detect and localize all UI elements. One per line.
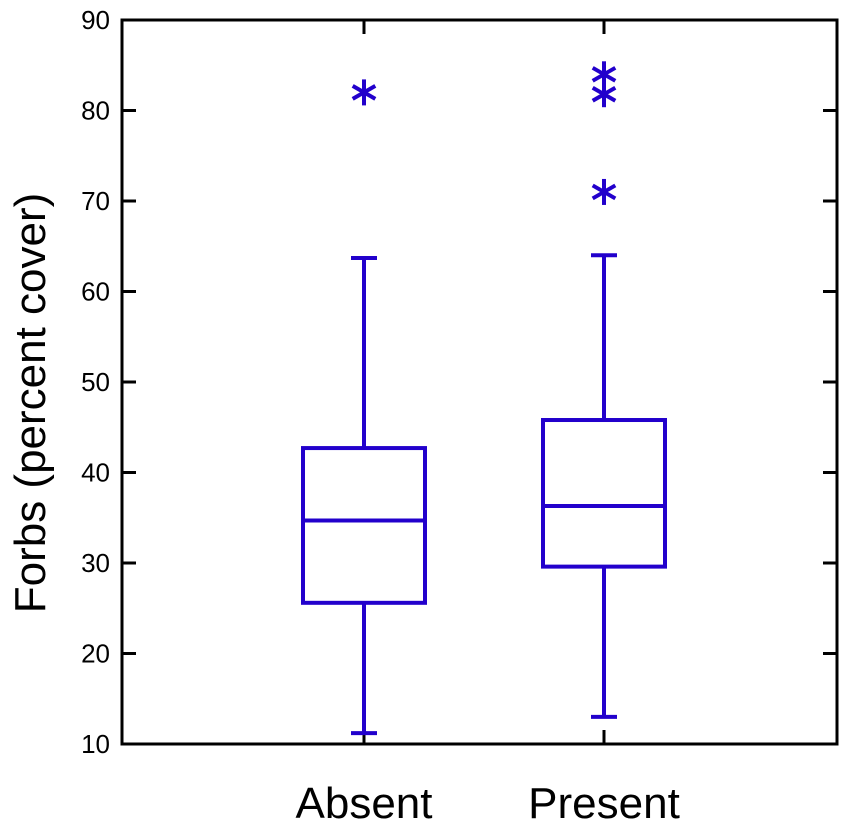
outlier-stroke [351, 84, 377, 101]
y-tick-label: 60 [81, 277, 110, 307]
y-axis-title: Forbs (percent cover) [6, 193, 55, 614]
y-tick-label: 30 [81, 548, 110, 578]
outlier-stroke [591, 85, 617, 103]
y-tick-label: 40 [81, 458, 110, 488]
outlier-stroke [591, 183, 617, 201]
y-tick-label: 10 [81, 729, 110, 759]
outlier-point [591, 178, 617, 205]
x-category-label: Present [528, 779, 680, 828]
x-axis-ticks: Absent Present [296, 20, 680, 828]
y-tick-label: 50 [81, 367, 110, 397]
y-tick-label: 80 [81, 96, 110, 126]
outlier-point [591, 61, 617, 88]
outlier-point [351, 79, 377, 106]
box-series [301, 61, 667, 736]
y-tick-label: 20 [81, 639, 110, 669]
x-category-label: Absent [296, 779, 433, 828]
plot-frame [120, 18, 839, 746]
outlier-stroke [591, 66, 617, 83]
y-tick-label: 90 [81, 5, 110, 35]
y-axis-ticks: 10 20 30 40 50 60 70 80 90 [81, 5, 837, 759]
box-absent [301, 79, 427, 736]
box-present [541, 61, 667, 719]
y-tick-label: 70 [81, 186, 110, 216]
iqr-box [301, 446, 427, 605]
iqr-box [541, 418, 667, 569]
